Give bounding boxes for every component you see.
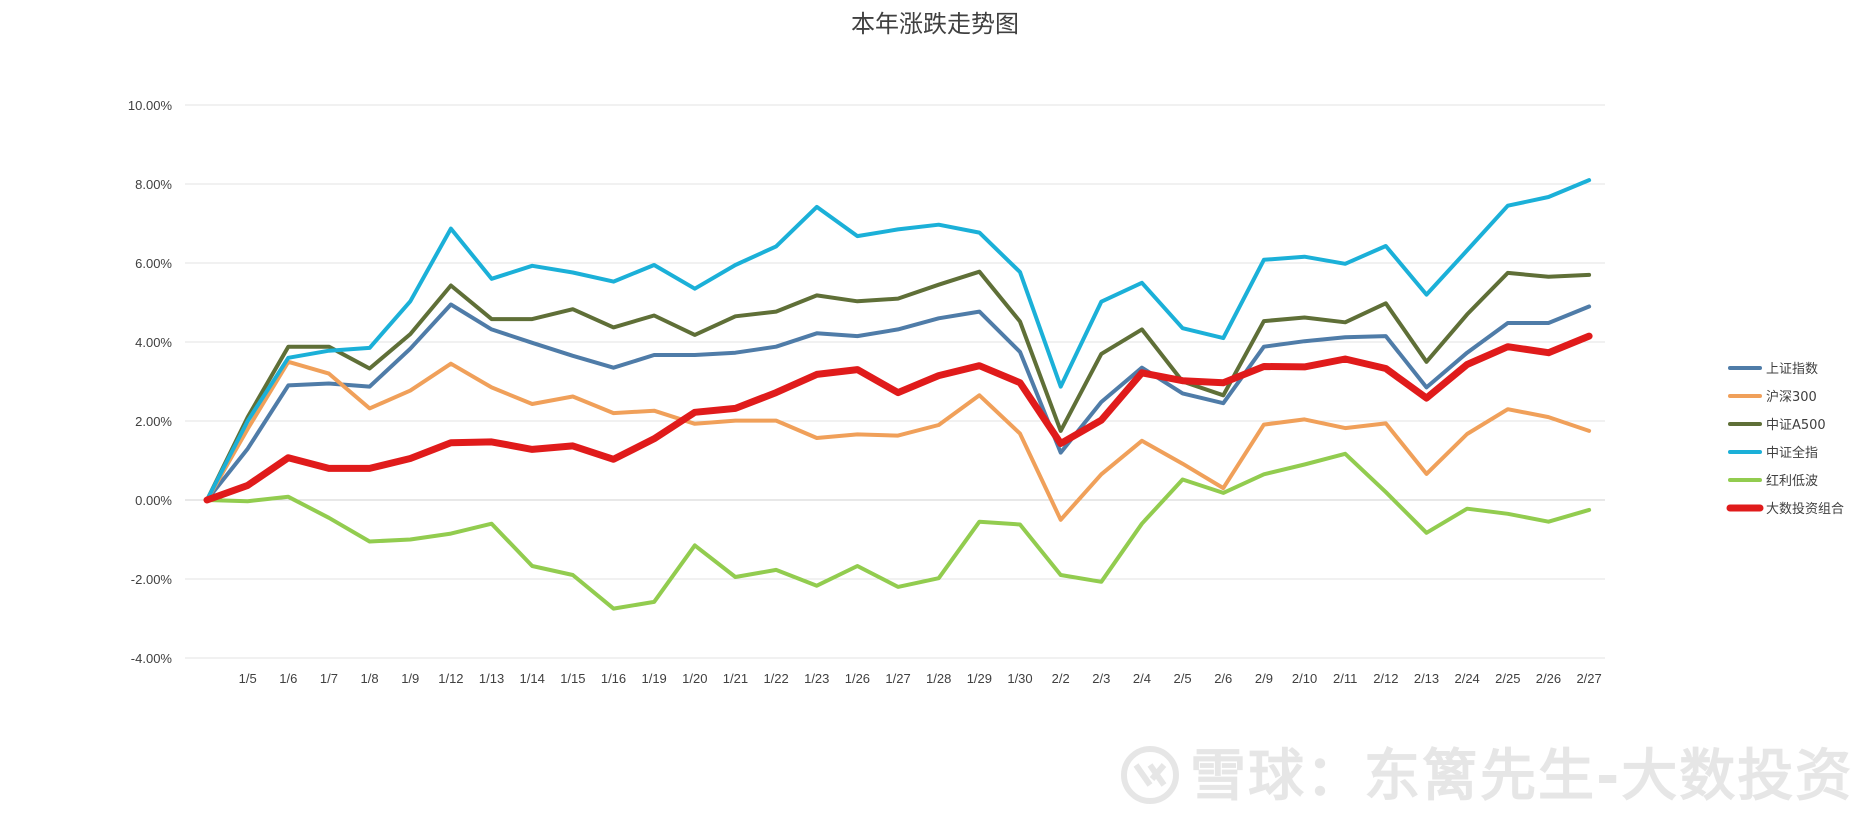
x-tick-label: 2/5	[1174, 671, 1192, 686]
snowball-logo-icon	[1121, 746, 1179, 804]
series-lines	[203, 178, 1593, 611]
x-tick-label: 1/28	[926, 671, 951, 686]
legend-label: 上证指数	[1766, 362, 1818, 377]
x-tick-label: 2/12	[1373, 671, 1398, 686]
y-tick-label: 4.00%	[135, 335, 172, 350]
x-tick-label: 1/15	[560, 671, 585, 686]
legend-label: 沪深300	[1766, 389, 1817, 405]
x-tick-label: 1/8	[361, 671, 379, 686]
x-tick-label: 1/19	[641, 671, 666, 686]
x-tick-label: 2/9	[1255, 671, 1273, 686]
x-tick-label: 1/9	[401, 671, 419, 686]
x-tick-label: 1/12	[438, 671, 463, 686]
x-tick-label: 1/14	[520, 671, 545, 686]
x-tick-label: 2/3	[1092, 671, 1110, 686]
y-tick-label: -4.00%	[131, 651, 173, 666]
y-tick-label: 2.00%	[135, 414, 172, 429]
legend-label: 中证A500	[1766, 418, 1826, 433]
legend-item[interactable]: 沪深300	[1728, 389, 1817, 405]
x-tick-label: 1/30	[1007, 671, 1032, 686]
legend-item[interactable]: 中证A500	[1728, 418, 1826, 433]
grid-lines	[185, 104, 1605, 659]
chart-title: 本年涨跌走势图	[851, 10, 1019, 38]
series-line-中证A500	[205, 269, 1592, 502]
x-tick-label: 1/29	[967, 671, 992, 686]
legend-label: 中证全指	[1766, 445, 1818, 461]
x-axis: 1/5 1/6 1/7 1/8 1/9 1/12 1/13 1/14 1/15 1/16 1/19 1…	[239, 671, 1602, 686]
x-tick-label: 2/26	[1536, 671, 1561, 686]
y-tick-label: 8.00%	[135, 177, 172, 192]
x-tick-label: 1/6	[279, 671, 297, 686]
series-line-上证指数	[205, 302, 1592, 502]
series-line-中证全指	[205, 178, 1592, 502]
series-line-沪深300	[205, 359, 1592, 522]
x-tick-label: 2/2	[1052, 671, 1070, 686]
legend-item[interactable]: 大数投资组合	[1726, 501, 1844, 517]
x-tick-label: 1/20	[682, 671, 707, 686]
x-tick-label: 1/5	[239, 671, 257, 686]
legend-item[interactable]: 上证指数	[1728, 362, 1818, 377]
x-tick-label: 1/27	[885, 671, 910, 686]
x-tick-label: 2/13	[1414, 671, 1439, 686]
x-tick-label: 1/7	[320, 671, 338, 686]
y-tick-label: 6.00%	[135, 256, 172, 271]
x-tick-label: 2/24	[1454, 671, 1479, 686]
x-tick-label: 2/10	[1292, 671, 1317, 686]
legend-label: 大数投资组合	[1766, 501, 1844, 517]
x-tick-label: 2/27	[1576, 671, 1601, 686]
y-tick-label: 0.00%	[135, 493, 172, 508]
x-tick-label: 2/25	[1495, 671, 1520, 686]
x-tick-label: 2/4	[1133, 671, 1151, 686]
x-tick-label: 1/21	[723, 671, 748, 686]
x-tick-label: 1/22	[763, 671, 788, 686]
x-tick-label: 1/26	[845, 671, 870, 686]
y-axis: 10.00% 8.00% 6.00% 4.00% 2.00% 0.00% -2.00% -4.…	[128, 98, 173, 666]
series-line-红利低波	[205, 451, 1592, 611]
x-tick-label: 1/13	[479, 671, 504, 686]
x-tick-label: 1/23	[804, 671, 829, 686]
watermark-text: 雪球：东篱先生-大数投资	[1190, 744, 1853, 809]
x-tick-label: 2/6	[1214, 671, 1232, 686]
y-tick-label: -2.00%	[131, 572, 173, 587]
legend-item[interactable]: 红利低波	[1728, 473, 1818, 489]
watermark: 雪球：东篱先生-大数投资	[1121, 744, 1853, 809]
series-line-大数投资组合	[203, 332, 1593, 504]
legend-item[interactable]: 中证全指	[1728, 445, 1818, 461]
legend-label: 红利低波	[1766, 473, 1818, 489]
x-tick-label: 2/11	[1333, 671, 1357, 686]
y-tick-label: 10.00%	[128, 98, 173, 113]
x-tick-label: 1/16	[601, 671, 626, 686]
